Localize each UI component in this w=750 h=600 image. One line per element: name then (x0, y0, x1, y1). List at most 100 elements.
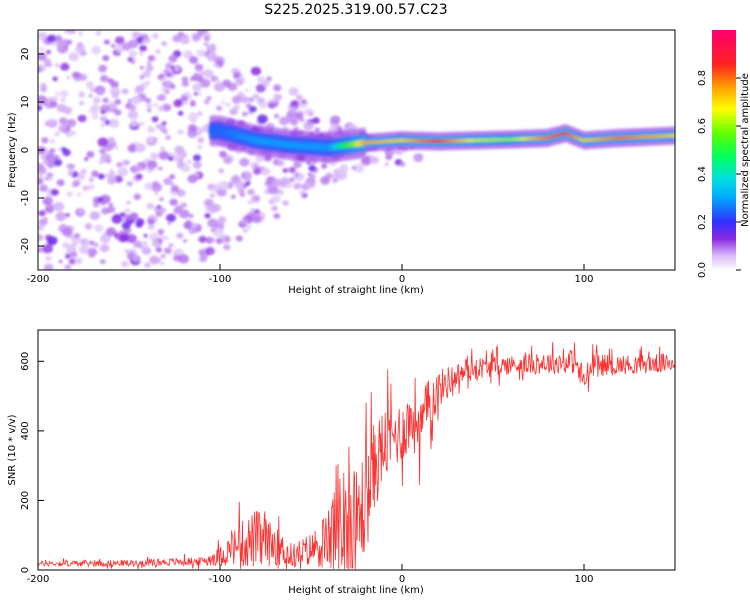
heatmap-noise-blob (168, 243, 174, 248)
heatmap-noise-blob (39, 47, 45, 52)
heatmap-noise-blob (42, 217, 49, 223)
heatmap-noise-blob (106, 227, 117, 237)
heatmap-noise-blob (204, 213, 211, 219)
heatmap-noise-blob (126, 234, 137, 244)
y-tick-label: 20 (20, 48, 31, 61)
heatmap-noise-blob (72, 179, 81, 187)
heatmap-noise-blob (71, 237, 81, 245)
heatmap-noise-blob (294, 118, 299, 122)
spectrogram-y-label: Frequency (Hz) (7, 112, 18, 188)
heatmap-noise-blob (144, 182, 154, 191)
heatmap-noise-blob (226, 102, 231, 107)
heatmap-noise-blob (38, 178, 44, 185)
heatmap-noise-blob (139, 45, 147, 52)
heatmap-noise-blob (39, 184, 48, 192)
heatmap-noise-blob (91, 46, 101, 55)
heatmap-noise-blob (39, 31, 47, 39)
heatmap-noise-blob (134, 165, 143, 172)
heatmap-noise-blob (150, 152, 159, 160)
heatmap-noise-blob (44, 177, 49, 181)
heatmap-noise-blob (163, 177, 172, 186)
heatmap-noise-blob (250, 208, 255, 212)
heatmap-noise-blob (189, 56, 199, 64)
heatmap-noise-blob (45, 153, 57, 163)
heatmap-noise-blob (160, 253, 166, 259)
heatmap-noise-blob (307, 172, 313, 177)
heatmap-noise-blob (167, 221, 172, 226)
heatmap-noise-blob (180, 36, 190, 45)
heatmap-noise-blob (55, 211, 67, 222)
heatmap-noise-blob (53, 201, 65, 212)
heatmap-noise-blob (240, 96, 249, 104)
colorbar-tick-label: 0.2 (697, 214, 708, 230)
heatmap-noise-blob (360, 156, 372, 166)
heatmap-noise-blob (245, 170, 251, 176)
heatmap-noise-blob (299, 190, 306, 196)
heatmap-noise-blob (163, 235, 169, 241)
heatmap-noise-blob (66, 76, 71, 80)
heatmap-noise-blob (154, 257, 162, 264)
heatmap-noise-blob (155, 124, 161, 129)
heatmap-noise-blob (53, 158, 63, 167)
heatmap-noise-blob (162, 121, 167, 125)
heatmap-noise-blob (331, 172, 342, 181)
heatmap-noise-blob (162, 103, 172, 112)
heatmap-noise-blob (246, 224, 252, 229)
heatmap-noise-blob (88, 94, 93, 98)
heatmap-noise-blob (266, 76, 272, 82)
heatmap-noise-blob (88, 240, 95, 246)
heatmap-noise-blob (215, 238, 223, 244)
heatmap-noise-blob (192, 154, 202, 162)
heatmap-noise-blob (240, 219, 248, 226)
heatmap-noise-blob (40, 86, 48, 93)
heatmap-noise-blob (271, 178, 282, 187)
heatmap-noise-blob (85, 81, 94, 89)
heatmap-noise-blob (198, 235, 207, 243)
heatmap-noise-blob (114, 175, 123, 183)
heatmap-noise-blob (211, 228, 216, 232)
heatmap-noise-blob (264, 180, 273, 187)
x-tick-label: -200 (27, 274, 50, 285)
heatmap-noise-blob (244, 88, 249, 92)
heatmap-noise-blob (257, 114, 268, 124)
heatmap-noise-blob (126, 200, 131, 205)
heatmap-noise-blob (290, 100, 300, 109)
heatmap-noise-blob (205, 50, 210, 55)
heatmap-noise-blob (180, 202, 187, 208)
heatmap-noise-blob (233, 104, 240, 110)
heatmap-noise-blob (49, 100, 58, 108)
x-tick-label: -100 (209, 274, 232, 285)
heatmap-noise-blob (98, 160, 104, 165)
heatmap-noise-blob (293, 161, 302, 169)
heatmap-noise-blob (67, 170, 74, 176)
heatmap-noise-blob (273, 113, 280, 119)
heatmap-noise-blob (139, 66, 144, 70)
colorbar-tick-label: 0.8 (697, 70, 708, 86)
heatmap-noise-blob (66, 254, 71, 258)
heatmap-noise-blob (273, 213, 281, 219)
heatmap-noise-blob (119, 233, 130, 243)
heatmap-noise-blob (217, 216, 227, 224)
x-tick-label: 100 (574, 274, 593, 285)
heatmap-noise-blob (174, 66, 180, 71)
heatmap-noise-blob (144, 262, 151, 268)
heatmap-noise-blob (135, 221, 143, 228)
heatmap-noise-blob (47, 161, 55, 169)
heatmap-noise-blob (280, 177, 290, 186)
heatmap-noise-blob (308, 165, 317, 172)
heatmap-noise-blob (255, 83, 266, 93)
heatmap-noise-blob (78, 209, 84, 214)
heatmap-noise-blob (223, 244, 231, 251)
heatmap-noise-blob (164, 247, 172, 254)
heatmap-noise-blob (124, 249, 130, 254)
heatmap-noise-blob (286, 112, 294, 119)
heatmap-noise-blob (209, 237, 215, 243)
heatmap-noise-blob (166, 72, 171, 77)
heatmap-noise-blob (124, 208, 131, 214)
snr-ticks: -200 -100 0 100 0 200 400 600 (20, 352, 594, 585)
heatmap-noise-blob (38, 223, 45, 232)
heatmap-noise-blob (49, 139, 55, 144)
heatmap-noise-blob (56, 179, 65, 187)
heatmap-noise-blob (219, 150, 227, 158)
spectrogram-heatmap (38, 30, 675, 270)
